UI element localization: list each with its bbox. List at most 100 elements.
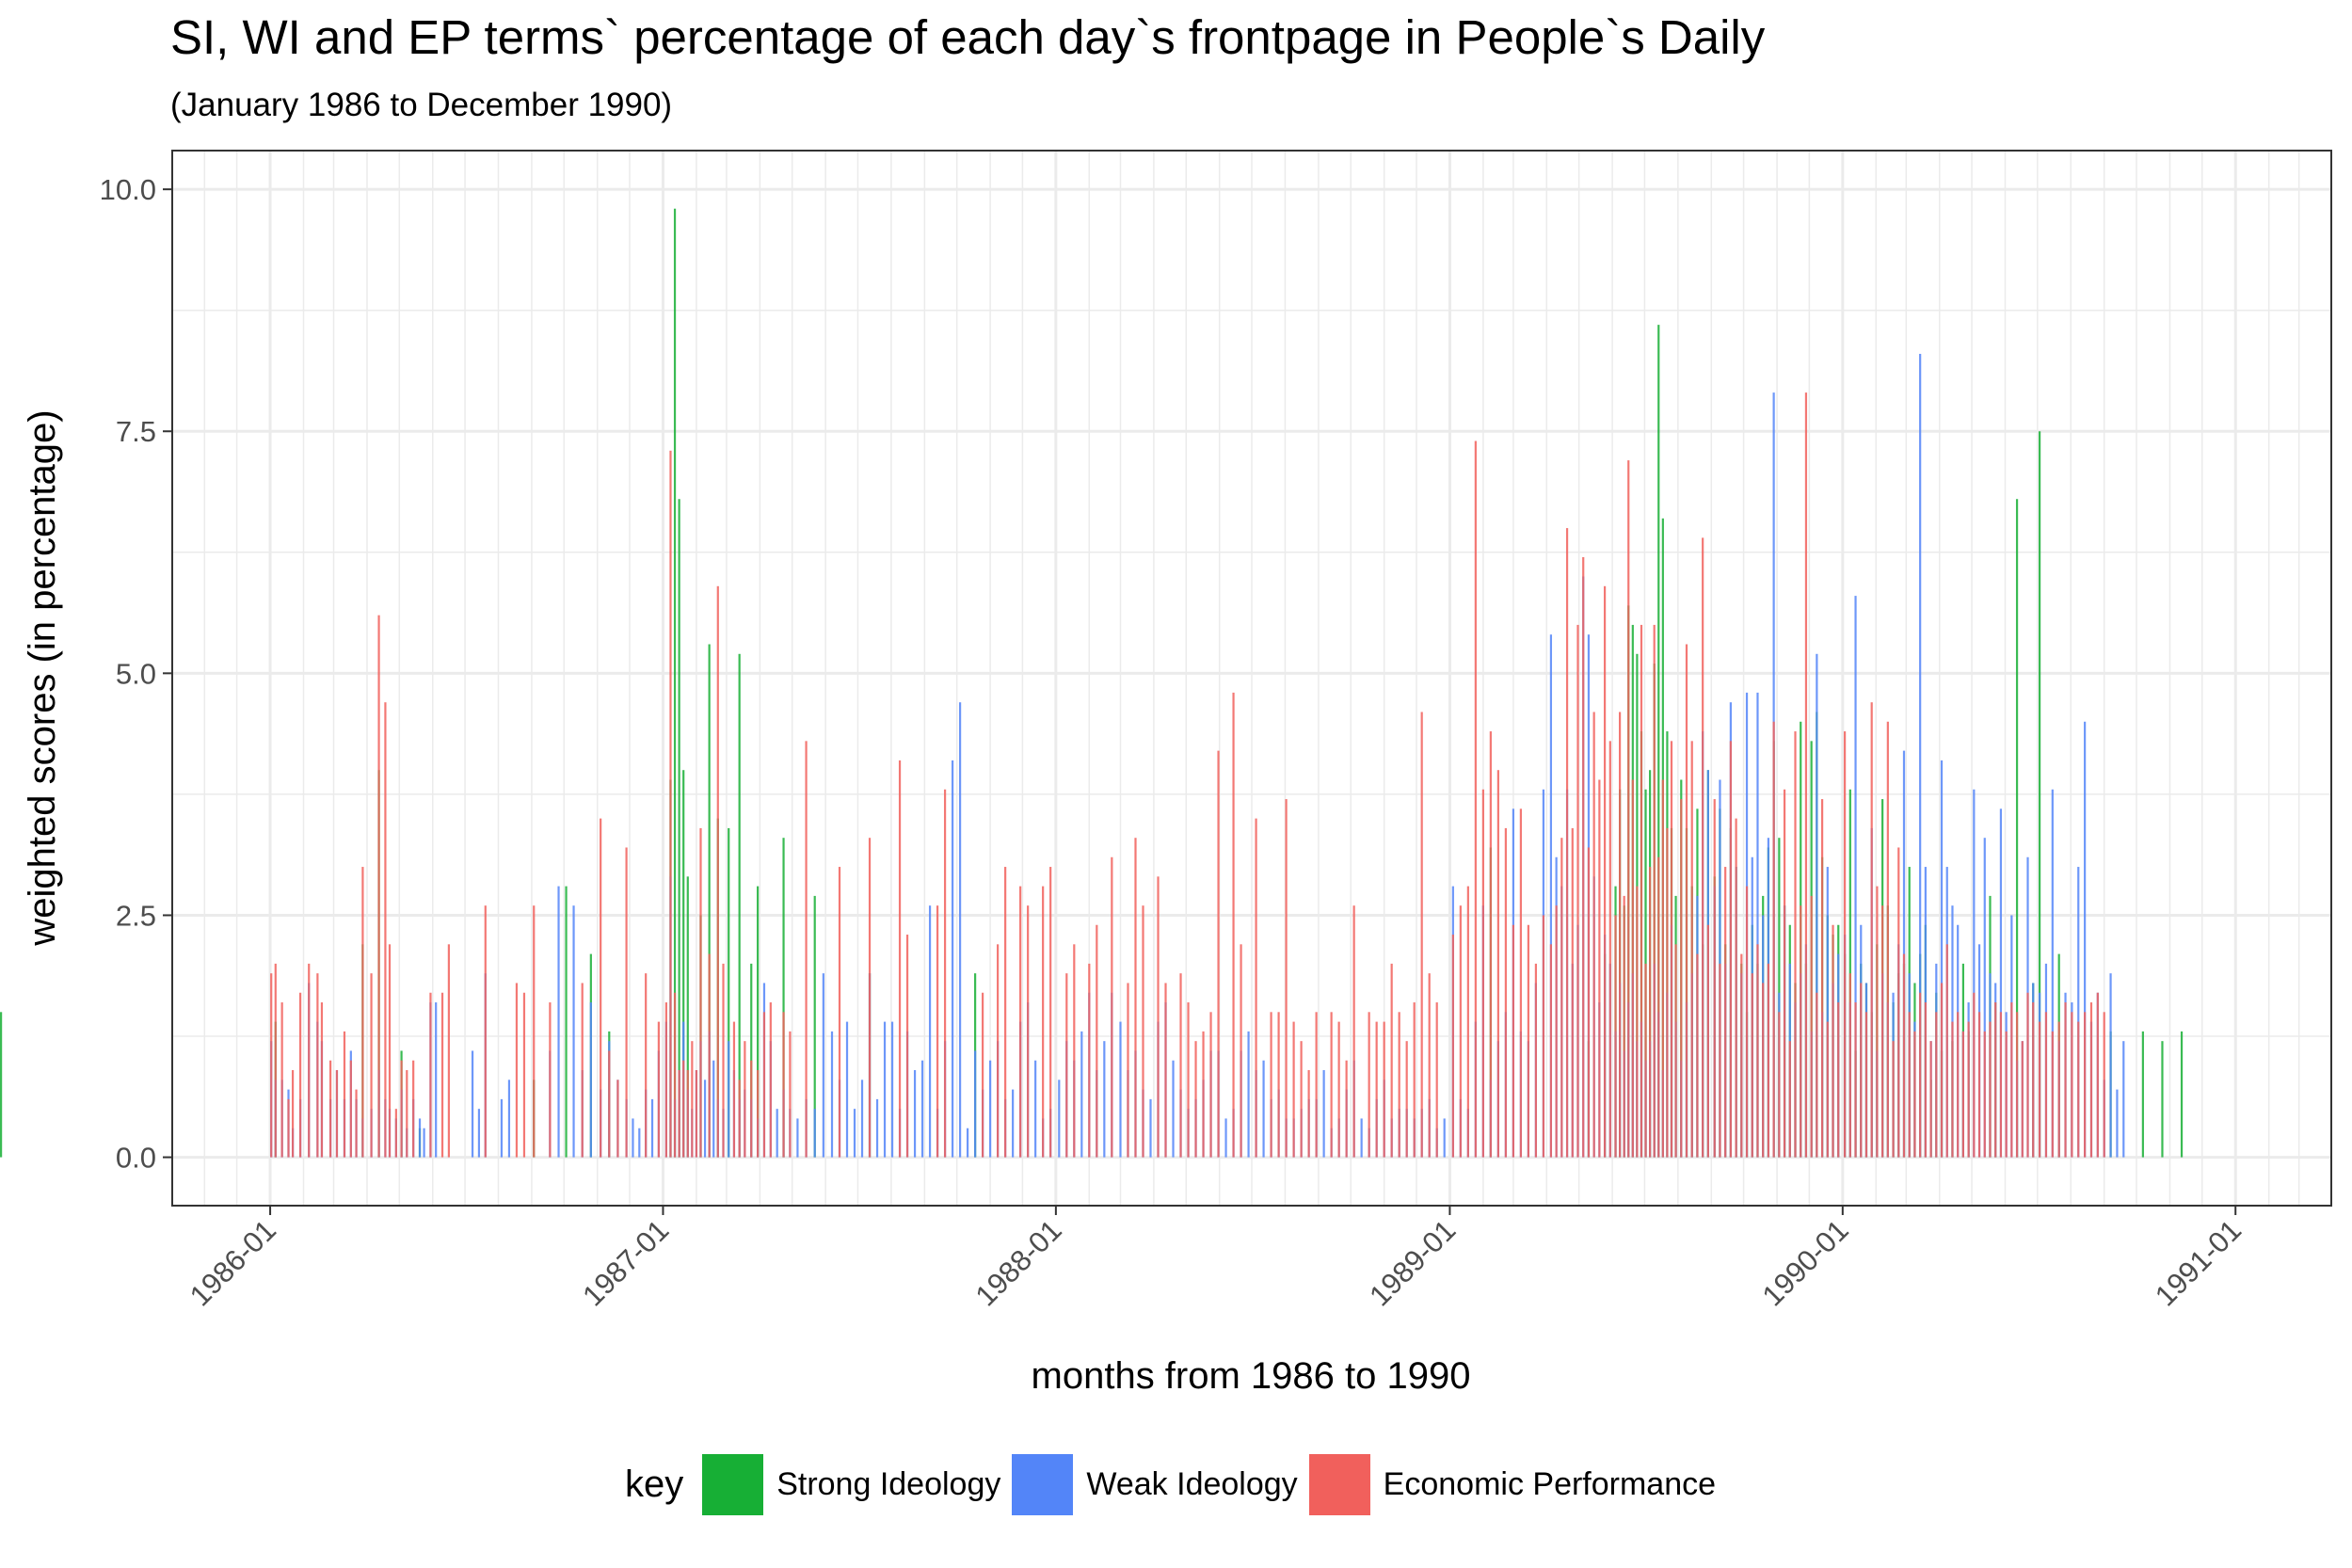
- y-tick-label: 2.5: [116, 899, 156, 932]
- bar-economic-performance: [1631, 779, 1634, 1158]
- bar-weak-ideology: [1360, 1118, 1363, 1158]
- bar-weak-ideology: [1756, 692, 1759, 1158]
- bar-economic-performance: [1619, 712, 1622, 1158]
- bar-economic-performance: [2038, 1021, 2041, 1158]
- bar-economic-performance: [2021, 1041, 2024, 1158]
- bar-economic-performance: [1696, 953, 1699, 1158]
- bar-economic-performance: [1674, 944, 1677, 1158]
- bar-weak-ideology: [1224, 1118, 1227, 1158]
- bar-economic-performance: [1004, 867, 1007, 1158]
- bar-strong-ideology: [738, 653, 741, 1158]
- bar-economic-performance: [1740, 953, 1743, 1158]
- bar-economic-performance: [355, 1089, 358, 1158]
- bar-economic-performance: [1908, 1012, 1911, 1158]
- bar-economic-performance: [533, 905, 536, 1158]
- bar-economic-performance: [1685, 644, 1688, 1158]
- bar-weak-ideology: [845, 1021, 849, 1158]
- bar-economic-performance: [645, 973, 648, 1158]
- bar-economic-performance: [750, 1060, 753, 1158]
- bar-economic-performance: [1390, 963, 1393, 1158]
- bar-economic-performance: [716, 585, 719, 1158]
- bar-weak-ideology: [1816, 653, 1818, 1158]
- bar-economic-performance: [936, 905, 939, 1158]
- bar-economic-performance: [447, 944, 450, 1158]
- bar-economic-performance: [1489, 731, 1492, 1158]
- bar-weak-ideology: [423, 1128, 425, 1158]
- bar-economic-performance: [1860, 983, 1863, 1158]
- bar-economic-performance: [1542, 915, 1545, 1158]
- bar-economic-performance: [1940, 983, 1944, 1158]
- bar-weak-ideology: [471, 1050, 474, 1158]
- legend-label: Strong Ideology: [776, 1466, 1001, 1502]
- bar-weak-ideology: [890, 1021, 894, 1158]
- bar-economic-performance: [287, 1098, 290, 1158]
- bar-economic-performance: [1870, 702, 1873, 1158]
- legend-title: key: [624, 1464, 684, 1505]
- bar-economic-performance: [1924, 1002, 1927, 1158]
- bar-weak-ideology: [1058, 1080, 1061, 1158]
- bar-economic-performance: [2071, 1012, 2073, 1158]
- bar-economic-performance: [1804, 392, 1808, 1158]
- bar-economic-performance: [308, 963, 311, 1158]
- bar-economic-performance: [1886, 721, 1889, 1158]
- bar-weak-ideology: [2109, 973, 2112, 1158]
- legend: key Strong Ideology Weak Ideology Econom…: [0, 1454, 2352, 1515]
- bar-economic-performance: [1820, 799, 1824, 1158]
- bar-economic-performance: [1919, 992, 1922, 1158]
- bar-economic-performance: [1179, 973, 1182, 1158]
- bar-weak-ideology: [1172, 1060, 1175, 1158]
- bar-economic-performance: [2044, 1012, 2048, 1158]
- bar-weak-ideology: [966, 1128, 969, 1158]
- bar-economic-performance: [769, 1002, 772, 1158]
- bar-economic-performance: [1702, 537, 1704, 1158]
- bar-economic-performance: [1368, 1012, 1370, 1158]
- panel-border: [171, 150, 2332, 1207]
- bar-economic-performance: [691, 1041, 694, 1158]
- bar-economic-performance: [1973, 992, 1976, 1158]
- bar-economic-performance: [1794, 731, 1797, 1158]
- bar-economic-performance: [1073, 944, 1076, 1158]
- bar-economic-performance: [1451, 935, 1454, 1158]
- bar-strong-ideology: [2015, 499, 2019, 1158]
- bar-strong-ideology: [2180, 1031, 2184, 1158]
- bar-economic-performance: [1994, 1002, 1997, 1158]
- bar-economic-performance: [2005, 1031, 2008, 1158]
- bar-economic-performance: [1042, 886, 1045, 1158]
- legend-label: Weak Ideology: [1086, 1466, 1298, 1502]
- bar-economic-performance: [1913, 1031, 1916, 1158]
- bar-economic-performance: [1277, 1012, 1280, 1158]
- bar-strong-ideology: [682, 770, 685, 1158]
- y-tick-label: 0.0: [116, 1142, 156, 1175]
- bar-strong-ideology: [2038, 431, 2041, 1158]
- bar-weak-ideology: [1973, 789, 1976, 1158]
- bar-economic-performance: [1999, 1012, 2003, 1158]
- bar-economic-performance: [1527, 924, 1529, 1158]
- bar-weak-ideology: [728, 1041, 730, 1158]
- bar-economic-performance: [1614, 915, 1617, 1158]
- bar-economic-performance: [1413, 1002, 1416, 1158]
- bar-economic-performance: [744, 1041, 746, 1158]
- bar-economic-performance: [1571, 827, 1574, 1158]
- bar-economic-performance: [1837, 1002, 1840, 1158]
- bar-weak-ideology: [1999, 808, 2003, 1158]
- bar-strong-ideology: [728, 827, 730, 1158]
- bar-strong-ideology: [2161, 1041, 2164, 1158]
- bar-weak-ideology: [1854, 596, 1857, 1158]
- bar-economic-performance: [682, 1060, 685, 1158]
- bar-economic-performance: [1576, 624, 1579, 1158]
- bar-economic-performance: [1598, 779, 1601, 1158]
- x-axis-title: months from 1986 to 1990: [1032, 1355, 1471, 1397]
- bar-strong-ideology: [686, 876, 689, 1158]
- bar-economic-performance: [1983, 1031, 1986, 1158]
- bar-weak-ideology: [1080, 1031, 1083, 1158]
- bar-economic-performance: [1187, 1002, 1190, 1158]
- bar-economic-performance: [1788, 1041, 1791, 1158]
- bar-weak-ideology: [1119, 1021, 1122, 1158]
- bar-strong-ideology: [757, 886, 760, 1158]
- bar-weak-ideology: [951, 760, 954, 1158]
- bar-economic-performance: [1217, 750, 1220, 1158]
- bar-economic-performance: [722, 963, 725, 1158]
- bar-economic-performance: [406, 1070, 408, 1158]
- bar-economic-performance: [805, 741, 808, 1158]
- bar-weak-ideology: [776, 1109, 778, 1158]
